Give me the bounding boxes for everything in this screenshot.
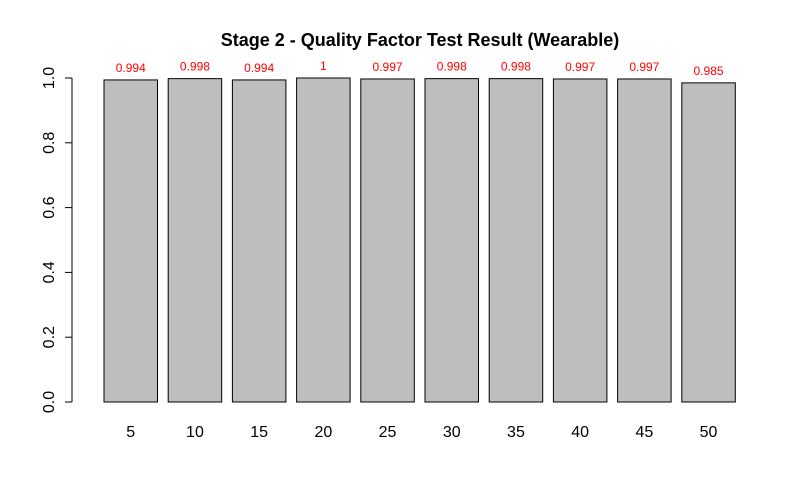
data-label: 0.997	[373, 60, 403, 74]
bar	[681, 82, 736, 403]
y-tick-label: 0.2	[41, 326, 58, 348]
x-tick-label: 15	[250, 424, 268, 441]
x-tick-label: 20	[314, 424, 332, 441]
x-tick-label: 5	[126, 424, 135, 441]
bar	[296, 77, 351, 403]
x-tick-label: 25	[379, 424, 397, 441]
bar	[360, 78, 415, 403]
x-tick-label: 50	[700, 424, 718, 441]
bars-group	[103, 77, 736, 403]
x-tick-label: 45	[635, 424, 653, 441]
y-tick-label: 0.8	[41, 132, 58, 154]
bar	[424, 78, 479, 403]
data-label: 0.998	[180, 60, 210, 74]
bar	[488, 78, 544, 403]
x-tick-label: 10	[186, 424, 204, 441]
bar	[552, 78, 608, 403]
data-label: 0.998	[437, 60, 467, 74]
data-label: 0.998	[501, 60, 531, 74]
bar	[231, 79, 287, 403]
data-label: 0.997	[565, 60, 595, 74]
data-label: 0.994	[244, 61, 274, 75]
chart-title: Stage 2 - Quality Factor Test Result (We…	[221, 30, 619, 50]
y-tick-label: 1.0	[41, 67, 58, 89]
bar	[167, 78, 223, 403]
y-tick-label: 0.4	[41, 261, 58, 283]
data-label: 1	[320, 59, 327, 73]
y-axis: 0.0 0.2 0.4 0.6 0.8 1.0	[41, 67, 73, 413]
data-label: 0.994	[116, 61, 146, 75]
x-tick-label: 40	[571, 424, 589, 441]
data-labels: 0.994 0.998 0.994 1 0.997 0.998 0.998 0.997 0.99…	[116, 59, 724, 78]
data-label: 0.985	[694, 64, 724, 78]
bar	[617, 78, 672, 403]
x-tick-label: 30	[443, 424, 461, 441]
x-tick-label: 35	[507, 424, 525, 441]
y-tick-label: 0.0	[41, 391, 58, 413]
x-tick-labels: 5 10 15 20 25 30 35 40 45 50	[126, 424, 717, 441]
y-tick-label: 0.6	[41, 196, 58, 218]
bar	[103, 79, 158, 403]
data-label: 0.997	[629, 60, 659, 74]
